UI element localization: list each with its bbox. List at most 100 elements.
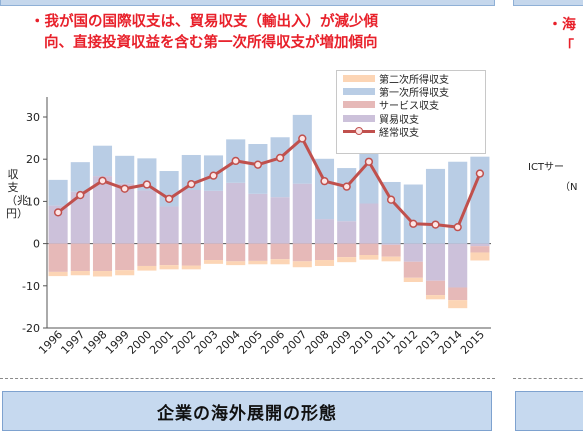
bar-services <box>381 244 401 257</box>
x-tick-label: 2015 <box>458 328 487 357</box>
bar-secondary-income <box>270 259 290 265</box>
x-tick-label: 1999 <box>103 328 132 357</box>
y-tick-label: 10 <box>26 195 40 208</box>
legend-label-secondary-income: 第二次所得収支 <box>379 75 449 87</box>
bar-primary-income <box>359 146 379 204</box>
bar-trade <box>181 190 201 244</box>
bar-trade <box>70 191 90 244</box>
bar-primary-income <box>115 155 135 184</box>
bar-services <box>248 243 268 261</box>
bar-secondary-income <box>181 265 201 270</box>
bar-primary-income <box>337 168 357 222</box>
bar-secondary-income <box>137 265 157 271</box>
right-panel-bracket-fragment: 「 <box>560 39 574 55</box>
point-current-account <box>431 220 440 229</box>
bar-primary-income <box>159 171 179 207</box>
right-panel-ict-fragment: ICTサー <box>528 162 565 173</box>
point-current-account <box>364 157 374 166</box>
section-heading-bar-right <box>515 391 583 431</box>
section-divider-right <box>513 378 583 379</box>
x-tick-label: 1998 <box>81 328 110 357</box>
bar-secondary-income <box>92 271 113 277</box>
legend-label-current-account: 経常収支 <box>379 127 419 139</box>
x-tick-label: 2003 <box>192 328 221 357</box>
bar-primary-income <box>448 161 468 244</box>
bar-primary-income <box>70 162 90 192</box>
y-tick-label: 20 <box>26 153 40 166</box>
point-current-account <box>275 153 285 163</box>
bar-trade <box>359 203 379 244</box>
bar-services <box>359 243 379 255</box>
point-current-account <box>187 179 196 189</box>
x-tick-label: 2008 <box>303 328 332 357</box>
bar-secondary-income <box>448 300 468 309</box>
y-tick-label: -20 <box>22 322 40 335</box>
bar-trade <box>270 197 290 244</box>
top-banner-left <box>0 0 495 6</box>
legend-label-trade: 貿易収支 <box>379 114 419 126</box>
bar-primary-income <box>381 181 401 244</box>
bar-trade <box>137 190 157 244</box>
bar-services <box>403 261 423 278</box>
legend-swatch-services <box>343 101 375 109</box>
x-tick-label: 2006 <box>258 328 287 357</box>
legend-label-primary-income: 第一次所得収支 <box>379 88 449 100</box>
bar-secondary-income <box>159 265 179 270</box>
right-panel-headline-fragment: ・海 <box>548 17 576 33</box>
bar-secondary-income <box>403 277 423 283</box>
point-current-account <box>409 219 418 228</box>
bar-trade <box>337 221 357 244</box>
x-tick-label: 2005 <box>236 328 265 357</box>
bar-services <box>203 243 224 261</box>
point-current-account <box>209 171 218 180</box>
bar-secondary-income <box>226 261 246 266</box>
bar-primary-income <box>92 145 113 177</box>
y-tick-label: -10 <box>22 280 40 293</box>
point-current-account <box>142 180 152 189</box>
legend-item-primary-income: 第一次所得収支 <box>343 85 485 100</box>
top-banner-right <box>513 0 583 6</box>
bar-secondary-income <box>314 260 335 266</box>
bar-primary-income <box>425 168 446 244</box>
legend-item-secondary-income: 第二次所得収支 <box>343 72 485 87</box>
bar-primary-income <box>470 156 490 244</box>
legend-item-current-account: 経常収支 <box>343 125 485 139</box>
bar-services <box>425 280 446 296</box>
point-current-account <box>53 208 63 217</box>
bar-trade <box>403 243 423 262</box>
x-tick-label: 2009 <box>325 328 354 357</box>
point-current-account <box>164 194 174 204</box>
point-current-account <box>386 195 396 204</box>
legend-swatch-primary-income <box>343 88 375 96</box>
x-tick-label: 2002 <box>169 328 198 357</box>
bar-services <box>470 246 490 253</box>
x-tick-label: 2013 <box>414 328 443 357</box>
legend-label-services: サービス収支 <box>379 101 439 113</box>
point-current-account <box>120 184 129 193</box>
bar-secondary-income <box>203 260 224 264</box>
bar-services <box>270 243 290 260</box>
point-current-account <box>320 176 329 186</box>
bar-trade <box>292 183 312 244</box>
bar-secondary-income <box>381 256 401 262</box>
bar-services <box>226 243 246 262</box>
bar-trade <box>92 176 113 244</box>
bar-trade <box>226 182 246 244</box>
bar-trade <box>425 243 446 281</box>
bar-primary-income <box>292 114 312 184</box>
bar-services <box>292 243 312 262</box>
bar-services <box>48 243 68 272</box>
bar-trade <box>159 206 179 244</box>
bar-primary-income <box>270 137 290 198</box>
headline-line-2: 向、直接投資収益を含む第一次所得収支が増加傾向 <box>44 35 378 51</box>
headline: ・我が国の国際収支は、貿易収支（輸出入）が減少傾 向、直接投資収益を含む第一次所… <box>30 12 378 54</box>
bar-primary-income <box>137 158 157 191</box>
bar-trade <box>314 219 335 244</box>
section-divider <box>0 378 495 379</box>
bar-services <box>181 243 201 266</box>
bar-primary-income <box>403 184 423 244</box>
bar-secondary-income <box>337 257 357 263</box>
bar-trade <box>115 183 135 244</box>
point-current-account <box>342 182 351 191</box>
